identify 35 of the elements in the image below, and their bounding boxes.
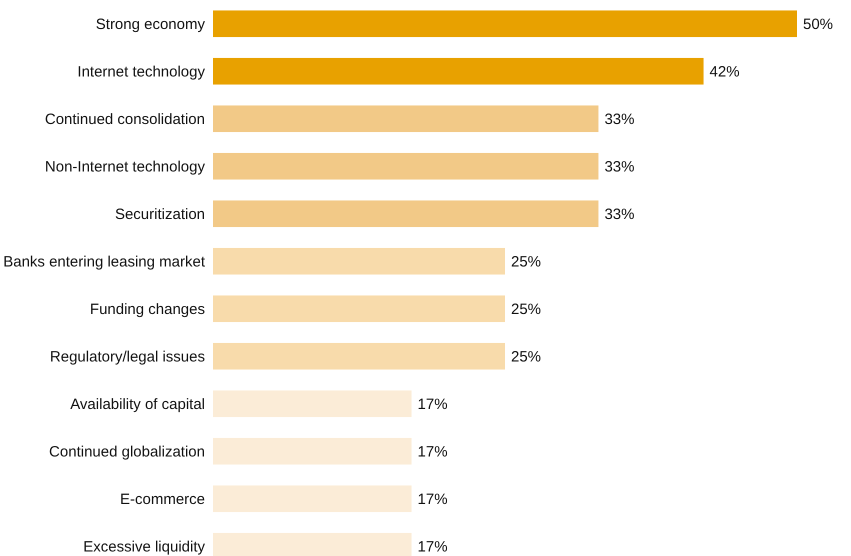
y-tick-label: E-commerce	[120, 491, 205, 508]
y-tick-label: Continued globalization	[49, 444, 205, 460]
y-tick-label: Non-Internet technology	[44, 158, 206, 176]
y-tick-label: Excessive liquidity	[83, 538, 206, 556]
data-label: 33%	[604, 158, 634, 176]
bar	[213, 342, 505, 370]
bar	[213, 438, 412, 465]
y-tick-label: Availability of capital	[70, 396, 205, 413]
data-label: 42%	[710, 64, 740, 80]
y-tick-label: Banks entering leasing market	[3, 254, 206, 270]
data-label: 25%	[511, 301, 542, 318]
bar	[213, 200, 598, 228]
bar	[213, 10, 797, 38]
data-label: 17%	[418, 396, 448, 413]
bar	[213, 152, 598, 180]
y-tick-label: Strong economy	[96, 16, 206, 33]
data-label: 17%	[418, 444, 448, 460]
data-label: 50%	[803, 16, 834, 33]
data-label: 17%	[418, 538, 448, 556]
bar	[213, 485, 412, 512]
data-label: 33%	[604, 206, 634, 223]
y-tick-label: Continued consolidation	[44, 111, 205, 128]
y-tick-label: Funding changes	[90, 301, 205, 318]
data-label: 25%	[511, 254, 542, 270]
data-label: 25%	[511, 348, 542, 366]
y-tick-label: Securitization	[114, 206, 205, 223]
bar	[213, 58, 704, 85]
bar	[213, 248, 505, 275]
y-tick-label: Internet technology	[77, 64, 206, 80]
y-tick-label: Regulatory/legal issues	[50, 348, 205, 366]
bar	[213, 105, 598, 132]
bar	[213, 390, 412, 418]
bar	[213, 295, 505, 322]
data-label: 33%	[604, 111, 634, 128]
data-label: 17%	[418, 491, 448, 508]
